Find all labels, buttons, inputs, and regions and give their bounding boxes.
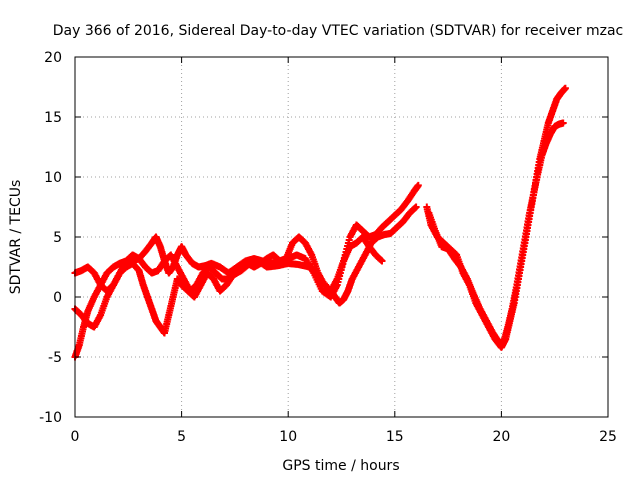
y-tick-label: -10 (39, 410, 62, 426)
data-point (559, 119, 567, 127)
x-tick-label: 10 (279, 429, 297, 445)
series-track-4 (423, 84, 569, 351)
y-tick-label: 10 (44, 170, 62, 186)
y-tick-label: 20 (44, 50, 62, 66)
grid-lines (75, 57, 608, 417)
y-tick-labels: -10 -5 0 5 10 15 20 (39, 50, 62, 426)
y-tick-label: 5 (53, 230, 62, 246)
data-points (71, 84, 569, 361)
x-tick-label: 0 (71, 429, 80, 445)
x-tick-label: 5 (177, 429, 186, 445)
y-tick-label: 15 (44, 110, 62, 126)
y-tick-label: 0 (53, 290, 62, 306)
data-point (414, 181, 422, 189)
x-tick-label: 15 (386, 429, 404, 445)
axis-ticks (74, 56, 609, 418)
y-tick-label: -5 (48, 350, 62, 366)
x-tick-label: 25 (599, 429, 617, 445)
data-point (378, 257, 386, 265)
data-point (412, 203, 420, 211)
series-track-3 (71, 233, 386, 295)
series-track-5 (425, 119, 567, 347)
x-axis-label: GPS time / hours (282, 458, 399, 474)
x-tick-label: 20 (492, 429, 510, 445)
data-point (561, 84, 569, 92)
x-tick-labels: 0 5 10 15 20 25 (71, 429, 617, 445)
y-axis-label: SDTVAR / TECUs (8, 180, 24, 295)
chart-title: Day 366 of 2016, Sidereal Day-to-day VTE… (53, 23, 623, 39)
